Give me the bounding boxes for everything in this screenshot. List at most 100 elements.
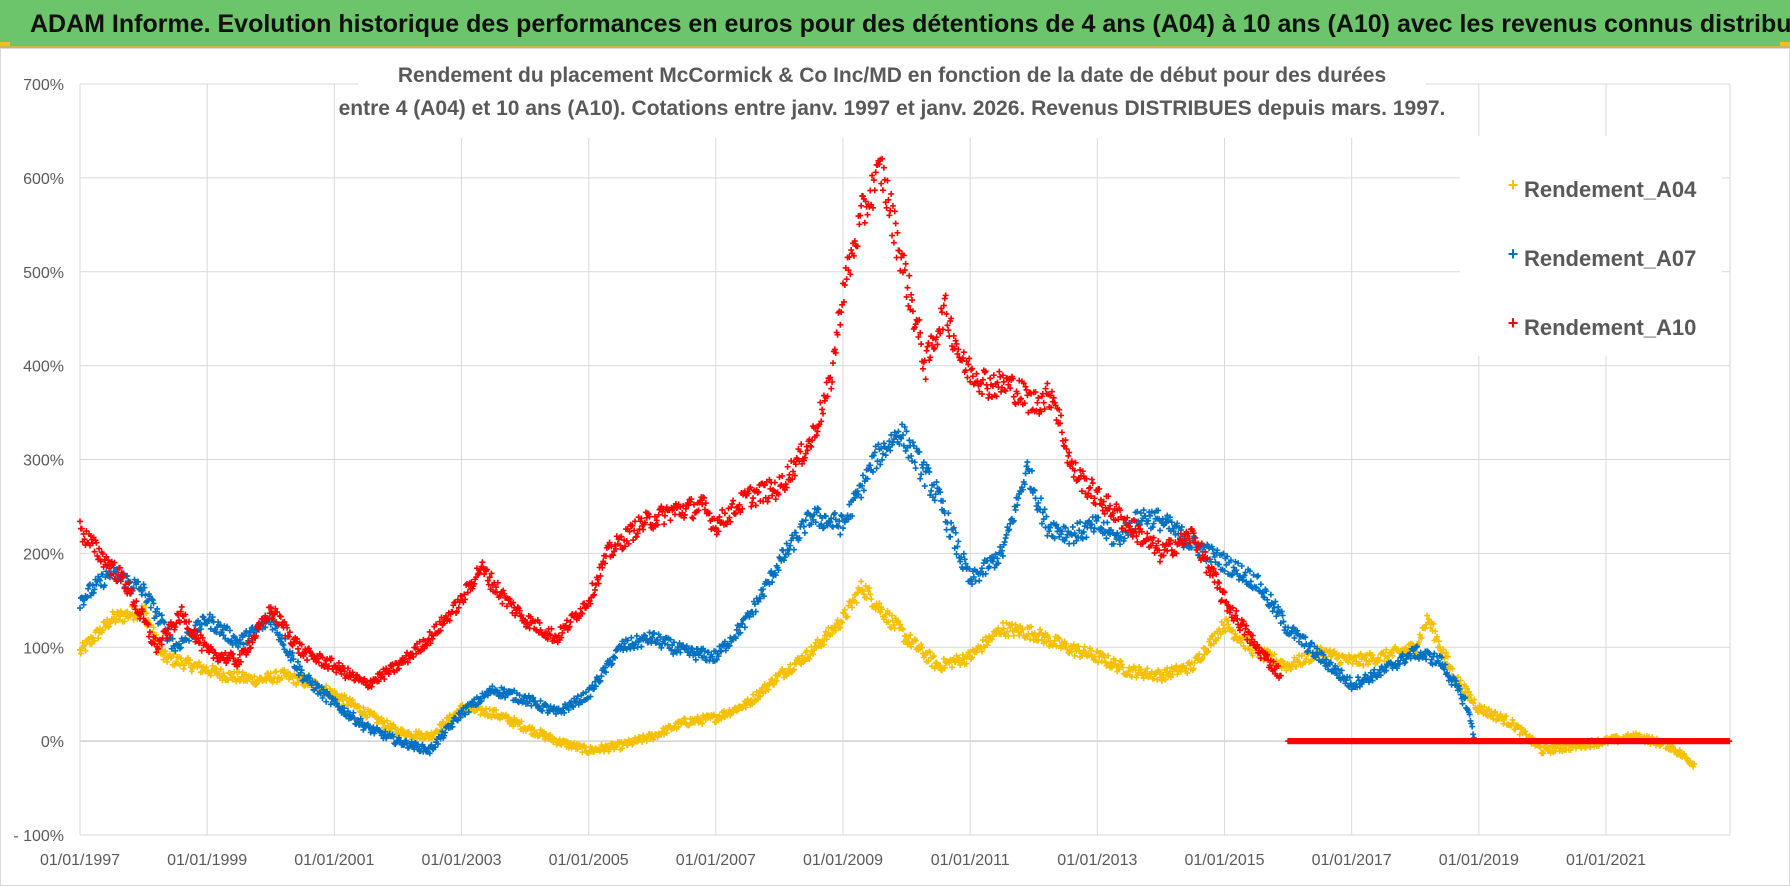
data-point [1220,622,1227,629]
data-point [432,744,439,751]
data-point [858,578,865,585]
data-point [1523,731,1530,738]
data-point [917,475,924,482]
data-point [207,672,214,679]
data-point [918,641,925,648]
data-point [985,394,992,401]
data-point [848,246,855,253]
data-point [1088,476,1095,483]
data-point [1518,724,1525,731]
data-point [1328,652,1335,659]
data-point [886,212,893,219]
data-point [927,649,934,656]
data-point [1071,652,1078,659]
data-point [441,732,448,739]
data-point [998,631,1005,638]
data-point [158,646,165,653]
data-point [124,608,131,615]
data-point [942,292,949,299]
data-point [1470,731,1477,738]
data-point [1117,541,1124,548]
data-point [734,707,741,714]
series-3 [1285,738,1733,745]
data-point [985,639,992,646]
data-point [871,187,878,194]
data-point [1042,385,1049,392]
data-point [1676,747,1683,754]
data-point [1190,665,1197,672]
data-point [91,637,98,644]
data-point [1246,646,1253,653]
data-point [403,737,410,744]
data-point [459,701,466,708]
data-point [1459,700,1466,707]
data-point [1536,743,1543,750]
data-point [161,619,168,626]
data-point [922,376,929,383]
data-point [1070,641,1077,648]
data-point [1691,760,1698,767]
data-point [1492,708,1499,715]
data-point [640,526,647,533]
data-point [1293,663,1300,670]
data-point [837,624,844,631]
data-point [1206,636,1213,643]
data-point [197,626,204,633]
data-point [1104,519,1111,526]
data-point [843,614,850,621]
data-point [150,624,157,631]
data-point [861,219,868,226]
data-point [1427,624,1434,631]
data-point [1430,620,1437,627]
data-point [1425,616,1432,623]
data-point [272,625,279,632]
data-point [1271,651,1278,658]
data-point [304,657,311,664]
data-point [1351,654,1358,661]
data-point [879,606,886,613]
data-point [806,655,813,662]
data-point [984,385,991,392]
data-point [899,625,906,632]
data-point [639,739,646,746]
data-point [810,650,817,657]
data-point [384,717,391,724]
data-point [891,208,898,215]
data-point [77,650,84,657]
data-point [1360,662,1367,669]
data-point [773,677,780,684]
data-point [929,653,936,660]
data-point [344,708,351,715]
data-point [1217,598,1224,605]
data-point [262,674,269,681]
data-point [106,623,113,630]
data-point [968,654,975,661]
data-point [1365,661,1372,668]
data-point [77,518,83,525]
data-point [230,632,237,639]
data-point [1010,393,1017,400]
x-tick-label: 01/01/2003 [421,852,501,869]
data-point [1205,648,1212,655]
data-point [643,737,650,744]
x-tick-label: 01/01/2005 [549,852,629,869]
data-point [382,728,389,735]
data-point [1464,685,1471,692]
data-point [290,656,297,663]
data-point [1101,654,1108,661]
data-point [960,349,967,356]
data-point [750,495,757,502]
data-point [892,220,899,227]
data-point [1288,662,1295,669]
y-tick-label: 400% [23,359,64,376]
data-point [1681,750,1688,757]
data-point [1044,380,1051,387]
data-point [864,211,871,218]
data-point [277,613,284,620]
data-point [93,581,100,588]
data-point [209,614,216,621]
data-point [926,648,933,655]
data-point [327,701,334,708]
data-point [996,368,1003,375]
data-point [941,664,948,671]
